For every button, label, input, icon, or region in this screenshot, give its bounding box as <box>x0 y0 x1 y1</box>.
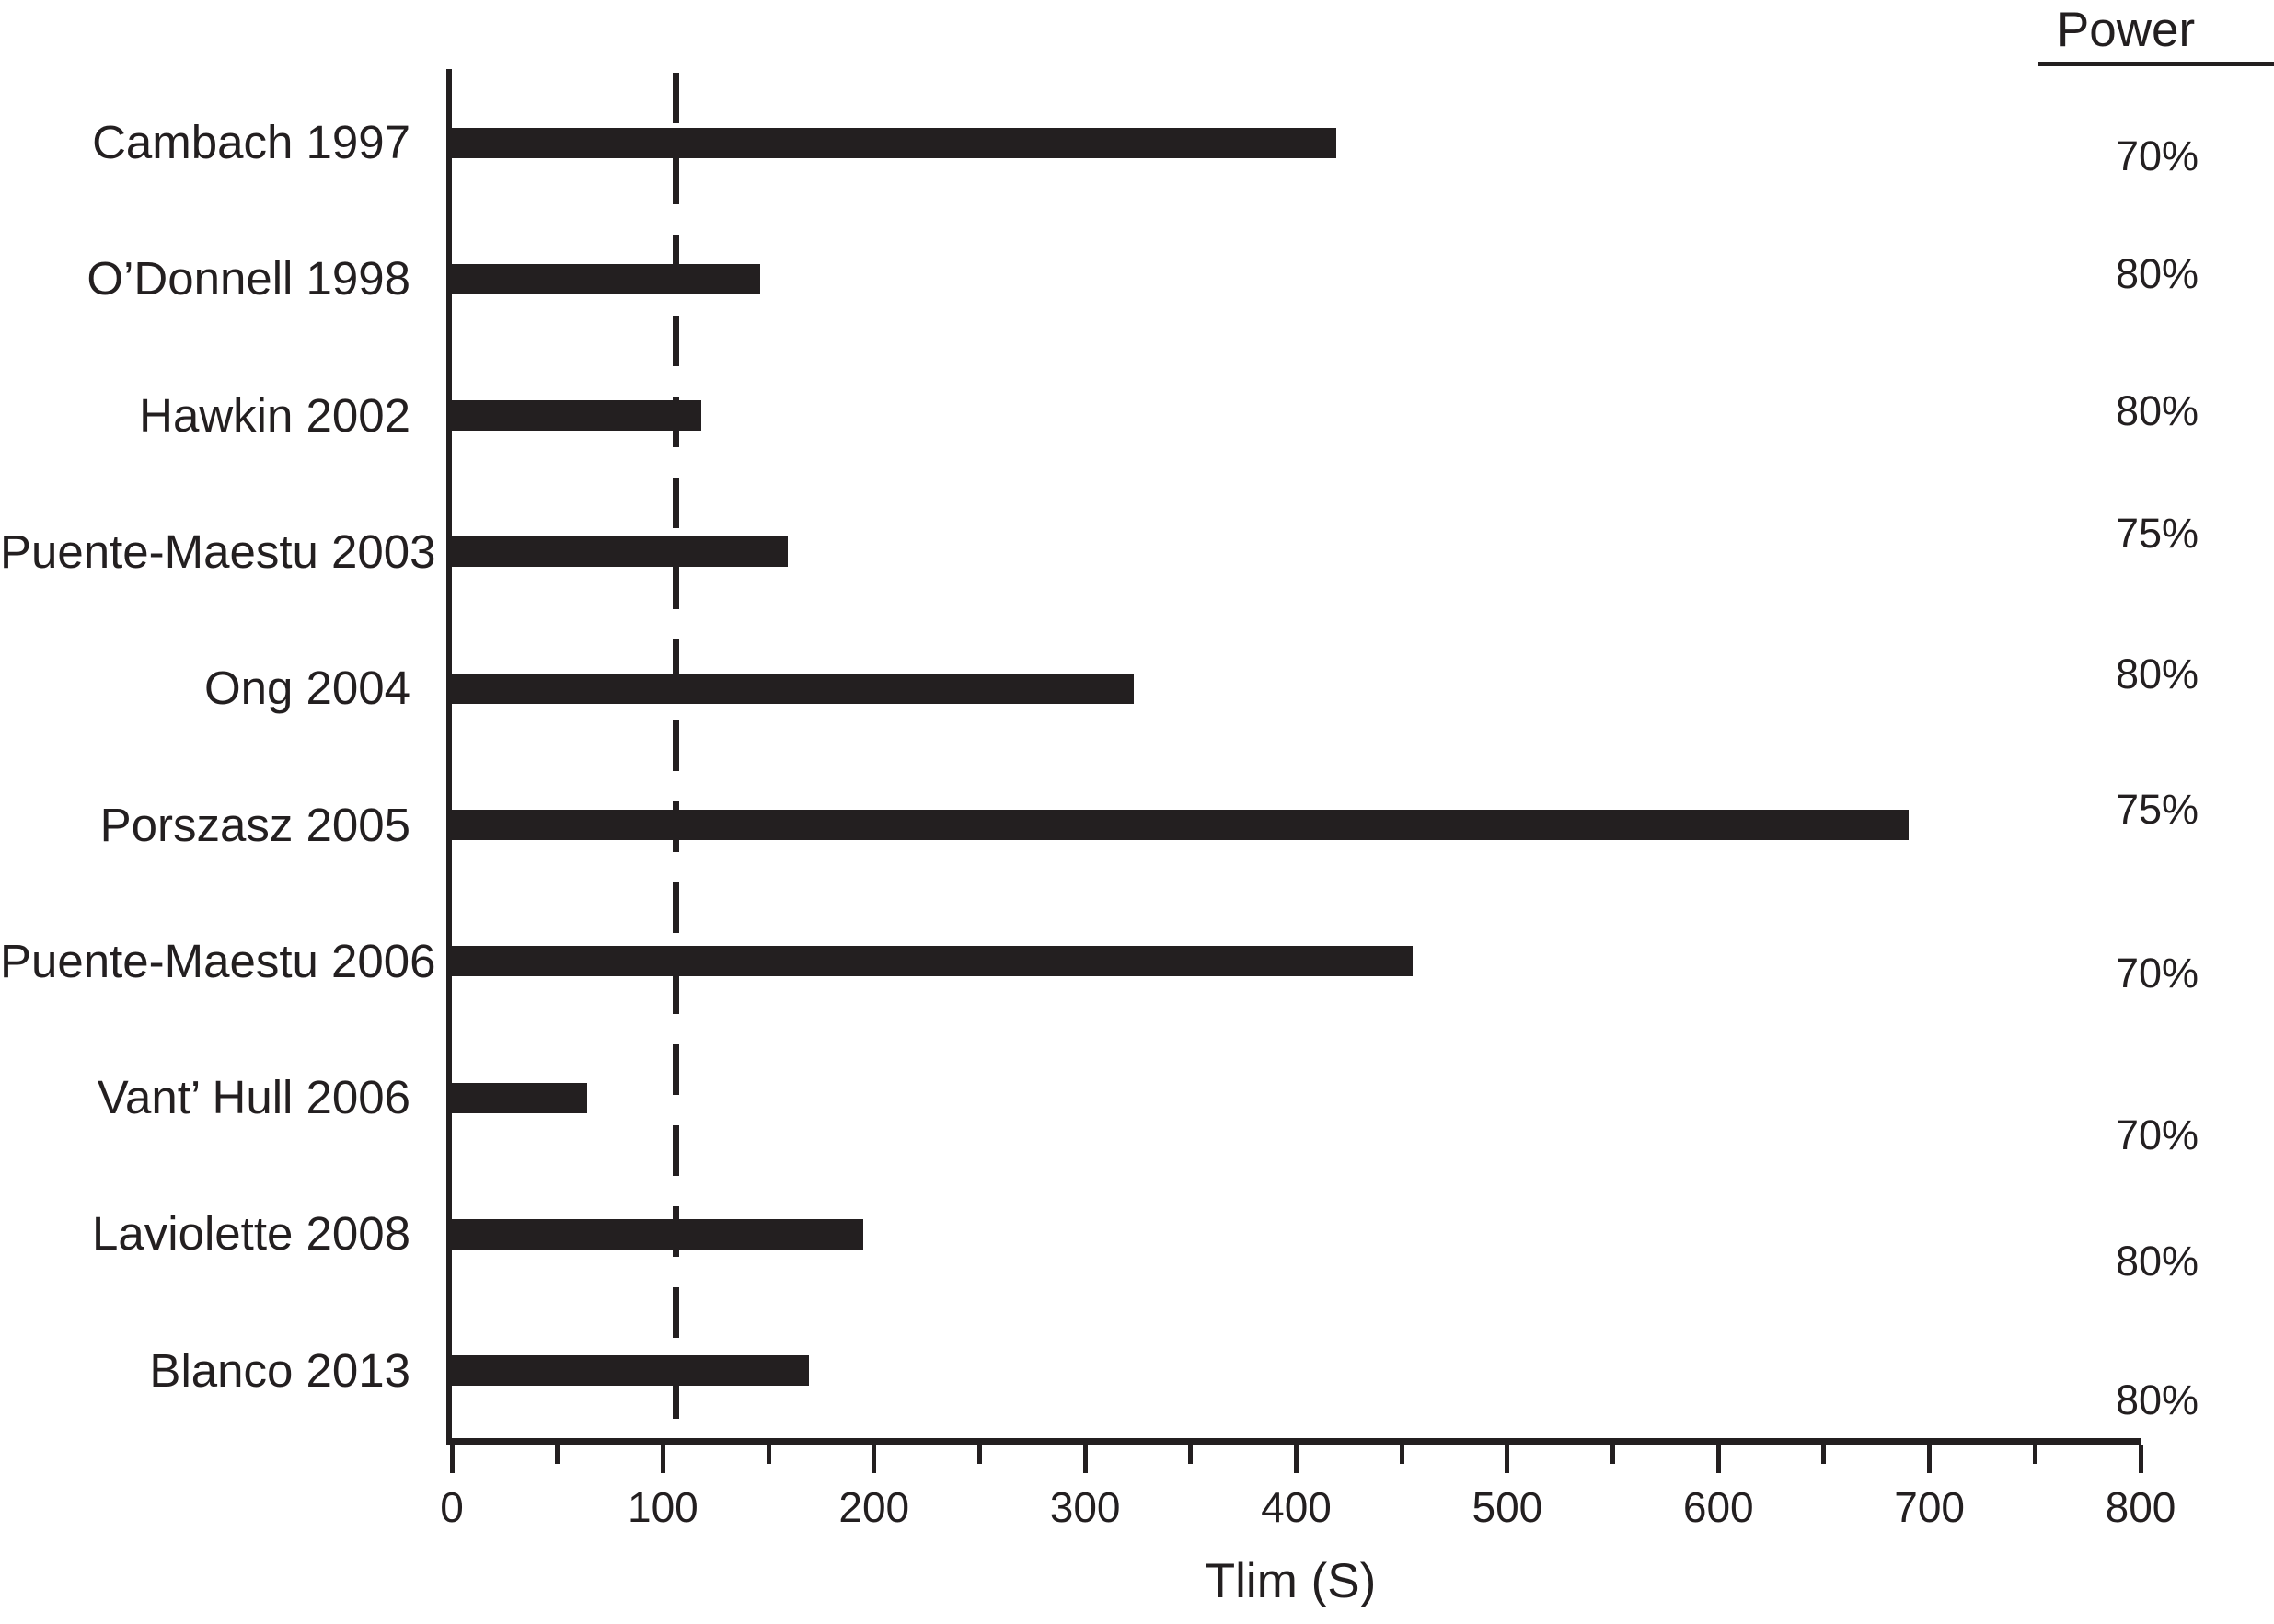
power-value: 75% <box>2115 785 2199 833</box>
category-label: Hawkin 2002 <box>139 388 410 442</box>
category-label: Blanco 2013 <box>149 1343 410 1397</box>
x-axis-tick-label: 500 <box>1472 1483 1543 1531</box>
bar <box>452 400 701 432</box>
x-axis-tick-minor <box>1821 1445 1827 1464</box>
x-axis-tick-minor <box>1610 1445 1616 1464</box>
bar <box>452 263 760 294</box>
power-value: 70% <box>2115 949 2199 996</box>
bar <box>452 946 1413 977</box>
x-axis-tick-label: 800 <box>2105 1483 2176 1531</box>
x-axis-tick-label: 100 <box>628 1483 698 1531</box>
category-label: Vant’ Hull 2006 <box>97 1071 410 1124</box>
bar <box>452 1355 809 1387</box>
x-axis-tick-label: 0 <box>440 1483 464 1531</box>
x-axis-tick-major <box>660 1445 665 1473</box>
x-axis-tick-label: 700 <box>1894 1483 1965 1531</box>
x-axis-tick-major <box>1715 1445 1721 1473</box>
power-value: 80% <box>2115 1376 2199 1423</box>
bar <box>452 127 1337 158</box>
power-value: 75% <box>2115 509 2199 557</box>
x-axis-tick-major <box>1294 1445 1299 1473</box>
x-axis-tick-label: 300 <box>1049 1483 1121 1531</box>
x-axis-tick-minor <box>766 1445 771 1464</box>
bar <box>452 1218 864 1250</box>
power-value: 80% <box>2115 1238 2199 1285</box>
x-axis-tick-label: 200 <box>838 1483 910 1531</box>
category-label: Puente-Maestu 2006 <box>0 934 436 987</box>
x-axis-tick-label: 600 <box>1682 1483 1754 1531</box>
x-axis-tick-minor <box>2032 1445 2037 1464</box>
power-value: 80% <box>2115 651 2199 698</box>
x-axis-tick-major <box>1505 1445 1510 1473</box>
bar <box>452 810 1909 840</box>
category-label: Puente-Maestu 2003 <box>0 524 436 578</box>
x-axis-tick-major <box>449 1445 455 1473</box>
x-axis-tick-label: 400 <box>1261 1483 1332 1531</box>
power-column-underline <box>2038 62 2274 66</box>
x-axis-tick-major <box>1082 1445 1088 1473</box>
power-value: 70% <box>2115 1111 2199 1159</box>
x-axis-tick-minor <box>555 1445 560 1464</box>
power-value: 80% <box>2115 386 2199 434</box>
bar <box>452 536 788 568</box>
category-label: Ong 2004 <box>203 662 410 715</box>
category-label: Porszasz 2005 <box>99 798 410 851</box>
x-axis-title: Tlim (S) <box>1205 1554 1377 1608</box>
bar <box>452 673 1134 704</box>
reference-dashed-line <box>673 73 680 1438</box>
bar <box>452 1082 587 1113</box>
category-label: Cambach 1997 <box>92 116 410 168</box>
category-label: O’Donnell 1998 <box>87 252 410 305</box>
plot-area: 0 100 200 300 400 500 600 700 800 <box>440 69 2176 1531</box>
power-column-header: Power <box>2056 3 2196 57</box>
x-axis-tick-major <box>2138 1445 2143 1473</box>
power-value: 70% <box>2115 132 2199 179</box>
power-value: 80% <box>2115 250 2199 298</box>
category-label: Laviolette 2008 <box>92 1207 410 1261</box>
x-axis-tick-major <box>1927 1445 1933 1473</box>
x-axis-tick-major <box>872 1445 877 1473</box>
x-axis-tick-minor <box>1399 1445 1404 1464</box>
x-axis-tick-minor <box>1188 1445 1194 1464</box>
x-axis-tick-minor <box>976 1445 982 1464</box>
